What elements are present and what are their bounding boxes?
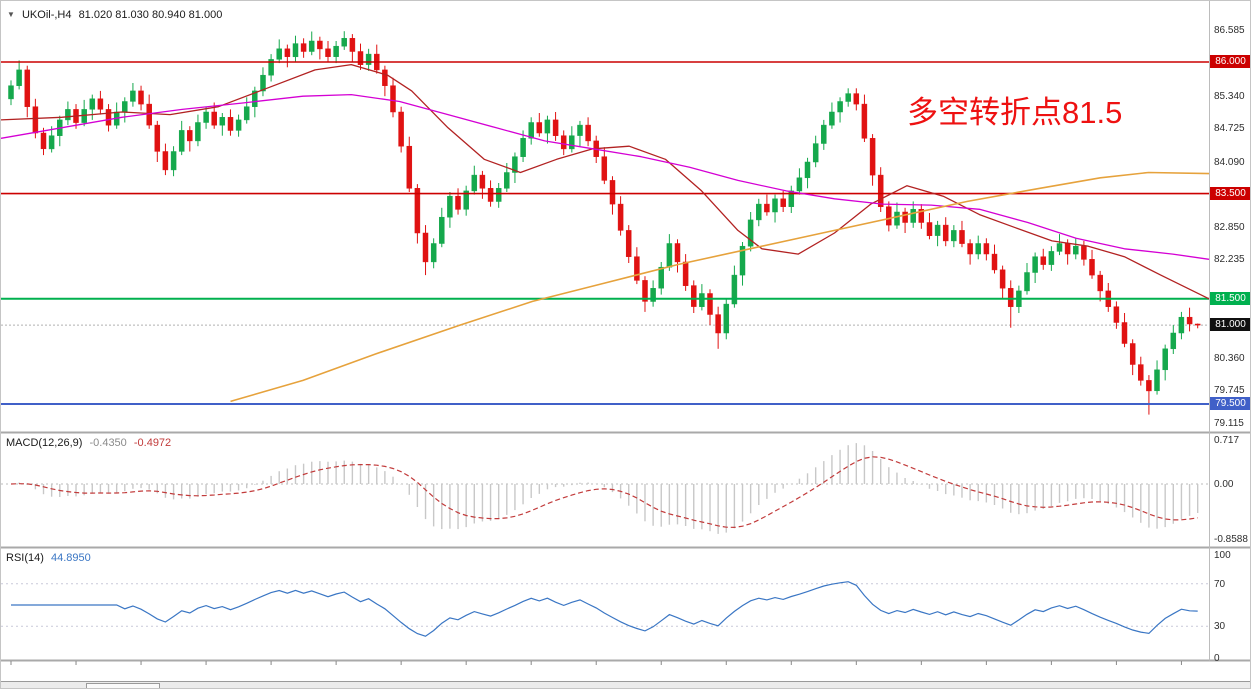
price-level-badge: 79.500 — [1210, 397, 1250, 411]
annotation-text: 多空转折点81.5 — [907, 95, 1123, 130]
price-axis-label: 82.850 — [1214, 221, 1245, 233]
rsi-axis-label: 0 — [1214, 653, 1220, 664]
price-axis-label: 80.360 — [1214, 352, 1245, 364]
price-axis-label: 84.725 — [1214, 123, 1245, 135]
tick-down-icon: ▼ — [7, 10, 15, 19]
price-level-badge: 81.500 — [1210, 291, 1250, 305]
rsi-axis-label: 30 — [1214, 621, 1226, 633]
macd-axis-label: 0.717 — [1214, 435, 1240, 446]
scrollbar-thumb[interactable] — [86, 683, 160, 688]
symbol-title: UKOil-,H4 — [21, 9, 72, 21]
macd-axis-label: 0.00 — [1214, 479, 1234, 490]
price-axis-label: 79.115 — [1214, 418, 1244, 430]
rsi-indicator-label: RSI(14) — [6, 552, 44, 564]
macd-panel-header: MACD(12,26,9) -0.4350 -0.4972 — [6, 437, 175, 449]
price-axis-label: 85.340 — [1214, 90, 1245, 102]
macd-signal-value: -0.4972 — [133, 437, 172, 449]
price-panel-header: ▼ UKOil-,H4 81.020 81.030 80.940 81.000 — [7, 9, 226, 21]
ohlc-values: 81.020 81.030 80.940 81.000 — [78, 9, 223, 21]
macd-main-value: -0.4350 — [89, 437, 127, 449]
macd-indicator-label: MACD(12,26,9) — [6, 437, 83, 449]
price-axis-label: 86.585 — [1214, 25, 1245, 37]
macd-axis-label: -0.8588 — [1214, 534, 1248, 546]
price-level-badge: 86.000 — [1210, 55, 1250, 68]
price-level-badge: 83.500 — [1210, 186, 1250, 200]
rsi-panel-header: RSI(14) 44.8950 — [6, 552, 95, 564]
bottom-scrollbar[interactable] — [1, 681, 1250, 688]
time-axis[interactable]: 17 Oct 202119 Oct 04:0020 Oct 12:0021 Oc… — [1, 661, 1250, 681]
rsi-axis-label: 70 — [1214, 578, 1226, 590]
price-axis-label: 82.235 — [1214, 254, 1245, 266]
rsi-axis-label: 100 — [1214, 550, 1231, 561]
price-axis-label: 79.745 — [1214, 385, 1245, 397]
price-axis-label: 84.090 — [1214, 156, 1245, 168]
price-level-badge: 81.000 — [1210, 318, 1250, 332]
rsi-value: 44.8950 — [50, 552, 91, 564]
